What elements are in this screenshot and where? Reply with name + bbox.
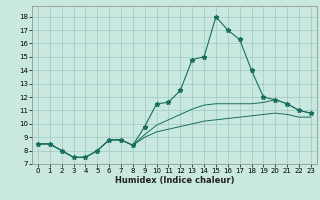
X-axis label: Humidex (Indice chaleur): Humidex (Indice chaleur) (115, 176, 234, 185)
